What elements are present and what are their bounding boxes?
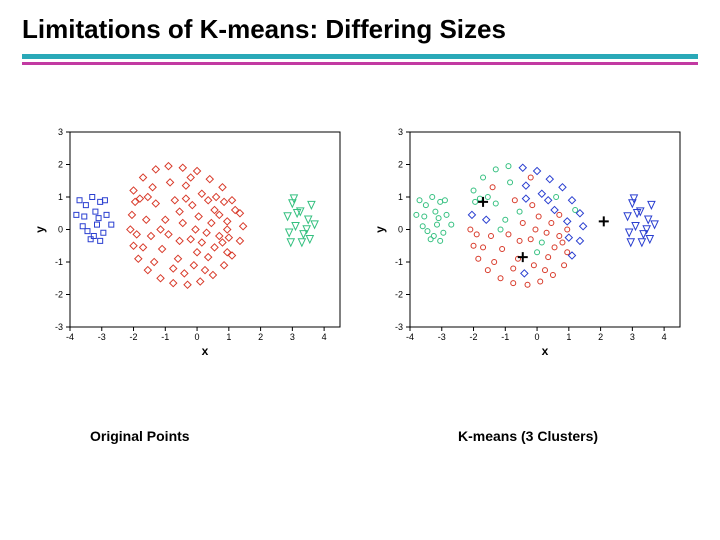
caption-original: Original Points	[90, 428, 190, 444]
svg-text:0: 0	[195, 332, 200, 342]
svg-text:4: 4	[662, 332, 667, 342]
svg-text:y: y	[373, 226, 387, 233]
svg-text:3: 3	[58, 127, 63, 137]
svg-text:2: 2	[58, 160, 63, 170]
svg-text:0: 0	[535, 332, 540, 342]
svg-text:2: 2	[598, 332, 603, 342]
svg-text:-1: -1	[55, 257, 63, 267]
svg-text:1: 1	[58, 192, 63, 202]
svg-text:0: 0	[58, 225, 63, 235]
svg-text:-3: -3	[438, 332, 446, 342]
svg-text:-1: -1	[395, 257, 403, 267]
svg-text:-1: -1	[501, 332, 509, 342]
svg-text:-3: -3	[55, 322, 63, 332]
svg-text:3: 3	[290, 332, 295, 342]
svg-text:3: 3	[398, 127, 403, 137]
caption-kmeans: K-means (3 Clusters)	[458, 428, 598, 444]
svg-text:1: 1	[398, 192, 403, 202]
svg-text:y: y	[33, 226, 47, 233]
svg-text:x: x	[542, 344, 549, 358]
svg-text:-4: -4	[406, 332, 414, 342]
svg-text:-2: -2	[470, 332, 478, 342]
charts-row: -4-3-2-101234-3-2-10123xy -4-3-2-101234-…	[30, 120, 690, 365]
divider-magenta	[22, 62, 698, 65]
svg-text:0: 0	[398, 225, 403, 235]
svg-text:2: 2	[258, 332, 263, 342]
divider-teal	[22, 54, 698, 59]
svg-text:4: 4	[322, 332, 327, 342]
svg-text:3: 3	[630, 332, 635, 342]
svg-text:-3: -3	[98, 332, 106, 342]
chart-original: -4-3-2-101234-3-2-10123xy	[30, 120, 350, 365]
svg-text:1: 1	[566, 332, 571, 342]
svg-text:-2: -2	[395, 290, 403, 300]
svg-text:-1: -1	[161, 332, 169, 342]
svg-text:2: 2	[398, 160, 403, 170]
svg-text:-2: -2	[130, 332, 138, 342]
svg-text:-3: -3	[395, 322, 403, 332]
slide-title: Limitations of K-means: Differing Sizes	[22, 14, 506, 45]
svg-text:x: x	[202, 344, 209, 358]
chart-kmeans: -4-3-2-101234-3-2-10123xy	[370, 120, 690, 365]
svg-text:1: 1	[226, 332, 231, 342]
svg-text:-2: -2	[55, 290, 63, 300]
svg-text:-4: -4	[66, 332, 74, 342]
